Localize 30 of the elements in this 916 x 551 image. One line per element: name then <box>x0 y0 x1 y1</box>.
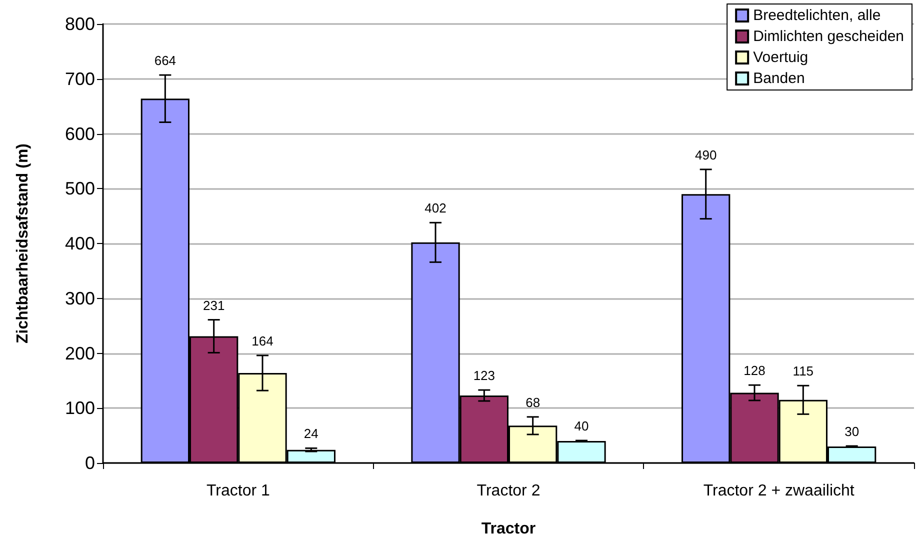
data-label: 123 <box>473 368 496 384</box>
data-label: 164 <box>252 333 274 348</box>
y-tick-label: 600 <box>64 124 95 144</box>
legend-label: Dimlichten gescheiden <box>753 28 904 45</box>
data-label: 30 <box>844 424 860 439</box>
x-axis-title: Tractor <box>481 520 536 538</box>
y-tick-label: 800 <box>64 14 95 34</box>
data-label: 402 <box>424 200 446 216</box>
data-label: 128 <box>744 363 766 378</box>
data-label: 115 <box>792 364 814 379</box>
data-label: 664 <box>154 53 176 68</box>
y-tick-label: 200 <box>64 343 95 364</box>
legend-label: Breedtelichten, alle <box>753 7 881 24</box>
data-label: 231 <box>202 298 225 313</box>
legend-label: Banden <box>753 70 805 87</box>
y-tick-label: 300 <box>64 288 95 308</box>
data-label: 40 <box>574 418 589 434</box>
legend-label: Voertuig <box>753 49 808 66</box>
data-label: 68 <box>526 394 540 410</box>
y-tick-label: 400 <box>64 234 95 254</box>
data-label: 490 <box>694 147 717 162</box>
x-tick-label: Tractor 1 <box>206 482 270 500</box>
y-tick-label: 500 <box>64 178 95 199</box>
y-axis-title: Zichtbaarheidsafstand (m) <box>14 143 32 344</box>
x-tick-label: Tractor 2 + zwaailicht <box>703 482 855 500</box>
y-tick-label: 0 <box>84 453 95 473</box>
y-tick-label: 700 <box>64 68 95 89</box>
y-tick-label: 100 <box>64 398 95 418</box>
x-tick-label: Tractor 2 <box>476 482 540 500</box>
data-label: 24 <box>304 426 318 442</box>
